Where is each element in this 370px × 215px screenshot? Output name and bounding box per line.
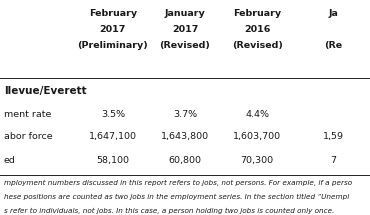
Text: 1,59: 1,59 — [323, 132, 343, 141]
Text: mployment numbers discussed in this report refers to jobs, not persons. For exam: mployment numbers discussed in this repo… — [4, 180, 352, 186]
Text: February: February — [89, 9, 137, 18]
Text: 3.7%: 3.7% — [173, 110, 197, 119]
Text: Ja: Ja — [328, 9, 338, 18]
Text: 70,300: 70,300 — [240, 156, 274, 165]
Text: 4.4%: 4.4% — [245, 110, 269, 119]
Text: 60,800: 60,800 — [168, 156, 202, 165]
Text: 1,603,700: 1,603,700 — [233, 132, 281, 141]
Text: 2016: 2016 — [244, 25, 270, 34]
Text: hese positions are counted as two jobs in the employment series. In the section : hese positions are counted as two jobs i… — [4, 194, 349, 200]
Text: February: February — [233, 9, 281, 18]
Text: (Re: (Re — [324, 41, 342, 50]
Text: ment rate: ment rate — [4, 110, 51, 119]
Text: llevue/Everett: llevue/Everett — [4, 86, 86, 96]
Text: 2017: 2017 — [172, 25, 198, 34]
Text: 58,100: 58,100 — [96, 156, 130, 165]
Text: (Revised): (Revised) — [232, 41, 283, 50]
Text: (Revised): (Revised) — [159, 41, 211, 50]
Text: (Preliminary): (Preliminary) — [77, 41, 148, 50]
Text: 3.5%: 3.5% — [101, 110, 125, 119]
Text: s refer to individuals, not jobs. In this case, a person holding two jobs is cou: s refer to individuals, not jobs. In thi… — [4, 207, 334, 213]
Text: 7: 7 — [330, 156, 336, 165]
Text: 1,647,100: 1,647,100 — [89, 132, 137, 141]
Text: 1,643,800: 1,643,800 — [161, 132, 209, 141]
Text: January: January — [165, 9, 205, 18]
Text: ed: ed — [4, 156, 16, 165]
Text: 2017: 2017 — [100, 25, 126, 34]
Text: abor force: abor force — [4, 132, 52, 141]
